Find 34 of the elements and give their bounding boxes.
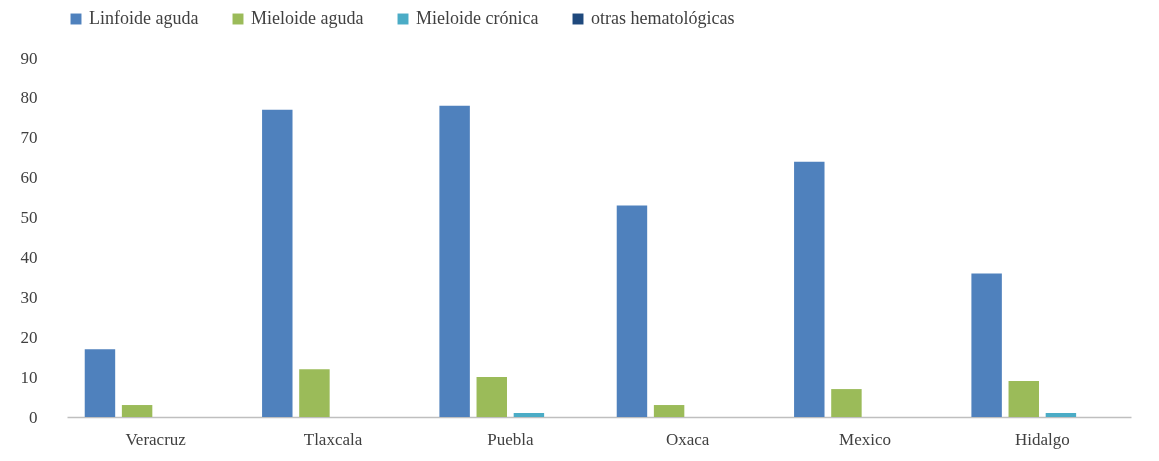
bar (1045, 413, 1077, 417)
y-tick-label: 10 (20, 367, 38, 387)
bar (831, 389, 862, 417)
bar (794, 161, 825, 417)
x-tick-label: Tlaxcala (303, 429, 363, 449)
y-tick-label: 90 (20, 48, 38, 68)
y-tick-label: 50 (20, 208, 38, 228)
bar (616, 205, 648, 417)
x-tick-label: Puebla (487, 429, 534, 449)
legend-label: Mieloide aguda (251, 8, 364, 28)
x-tick-label: Mexico (839, 429, 891, 449)
bar (476, 377, 507, 417)
y-tick-label: 80 (20, 88, 38, 108)
bar (1008, 381, 1039, 417)
legend-label: Mieloide crónica (416, 8, 539, 28)
y-tick-label: 30 (20, 287, 38, 307)
legend-label: Linfoide aguda (89, 8, 199, 28)
bar (262, 109, 293, 417)
bar (121, 405, 153, 417)
bar (513, 413, 545, 417)
bar (299, 369, 330, 417)
bar (653, 405, 685, 417)
y-tick-label: 70 (20, 128, 38, 148)
y-tick-label: 60 (20, 168, 38, 188)
y-tick-label: 0 (29, 407, 38, 427)
bar (439, 105, 470, 417)
y-tick-label: 40 (20, 247, 38, 267)
x-tick-label: Veracruz (125, 429, 187, 449)
bar (971, 273, 1002, 417)
x-tick-label: Hidalgo (1014, 429, 1070, 449)
bar (84, 349, 116, 417)
x-tick-label: Oxaca (665, 429, 710, 449)
y-tick-label: 20 (20, 327, 38, 347)
legend-label: otras hematológicas (591, 8, 735, 28)
